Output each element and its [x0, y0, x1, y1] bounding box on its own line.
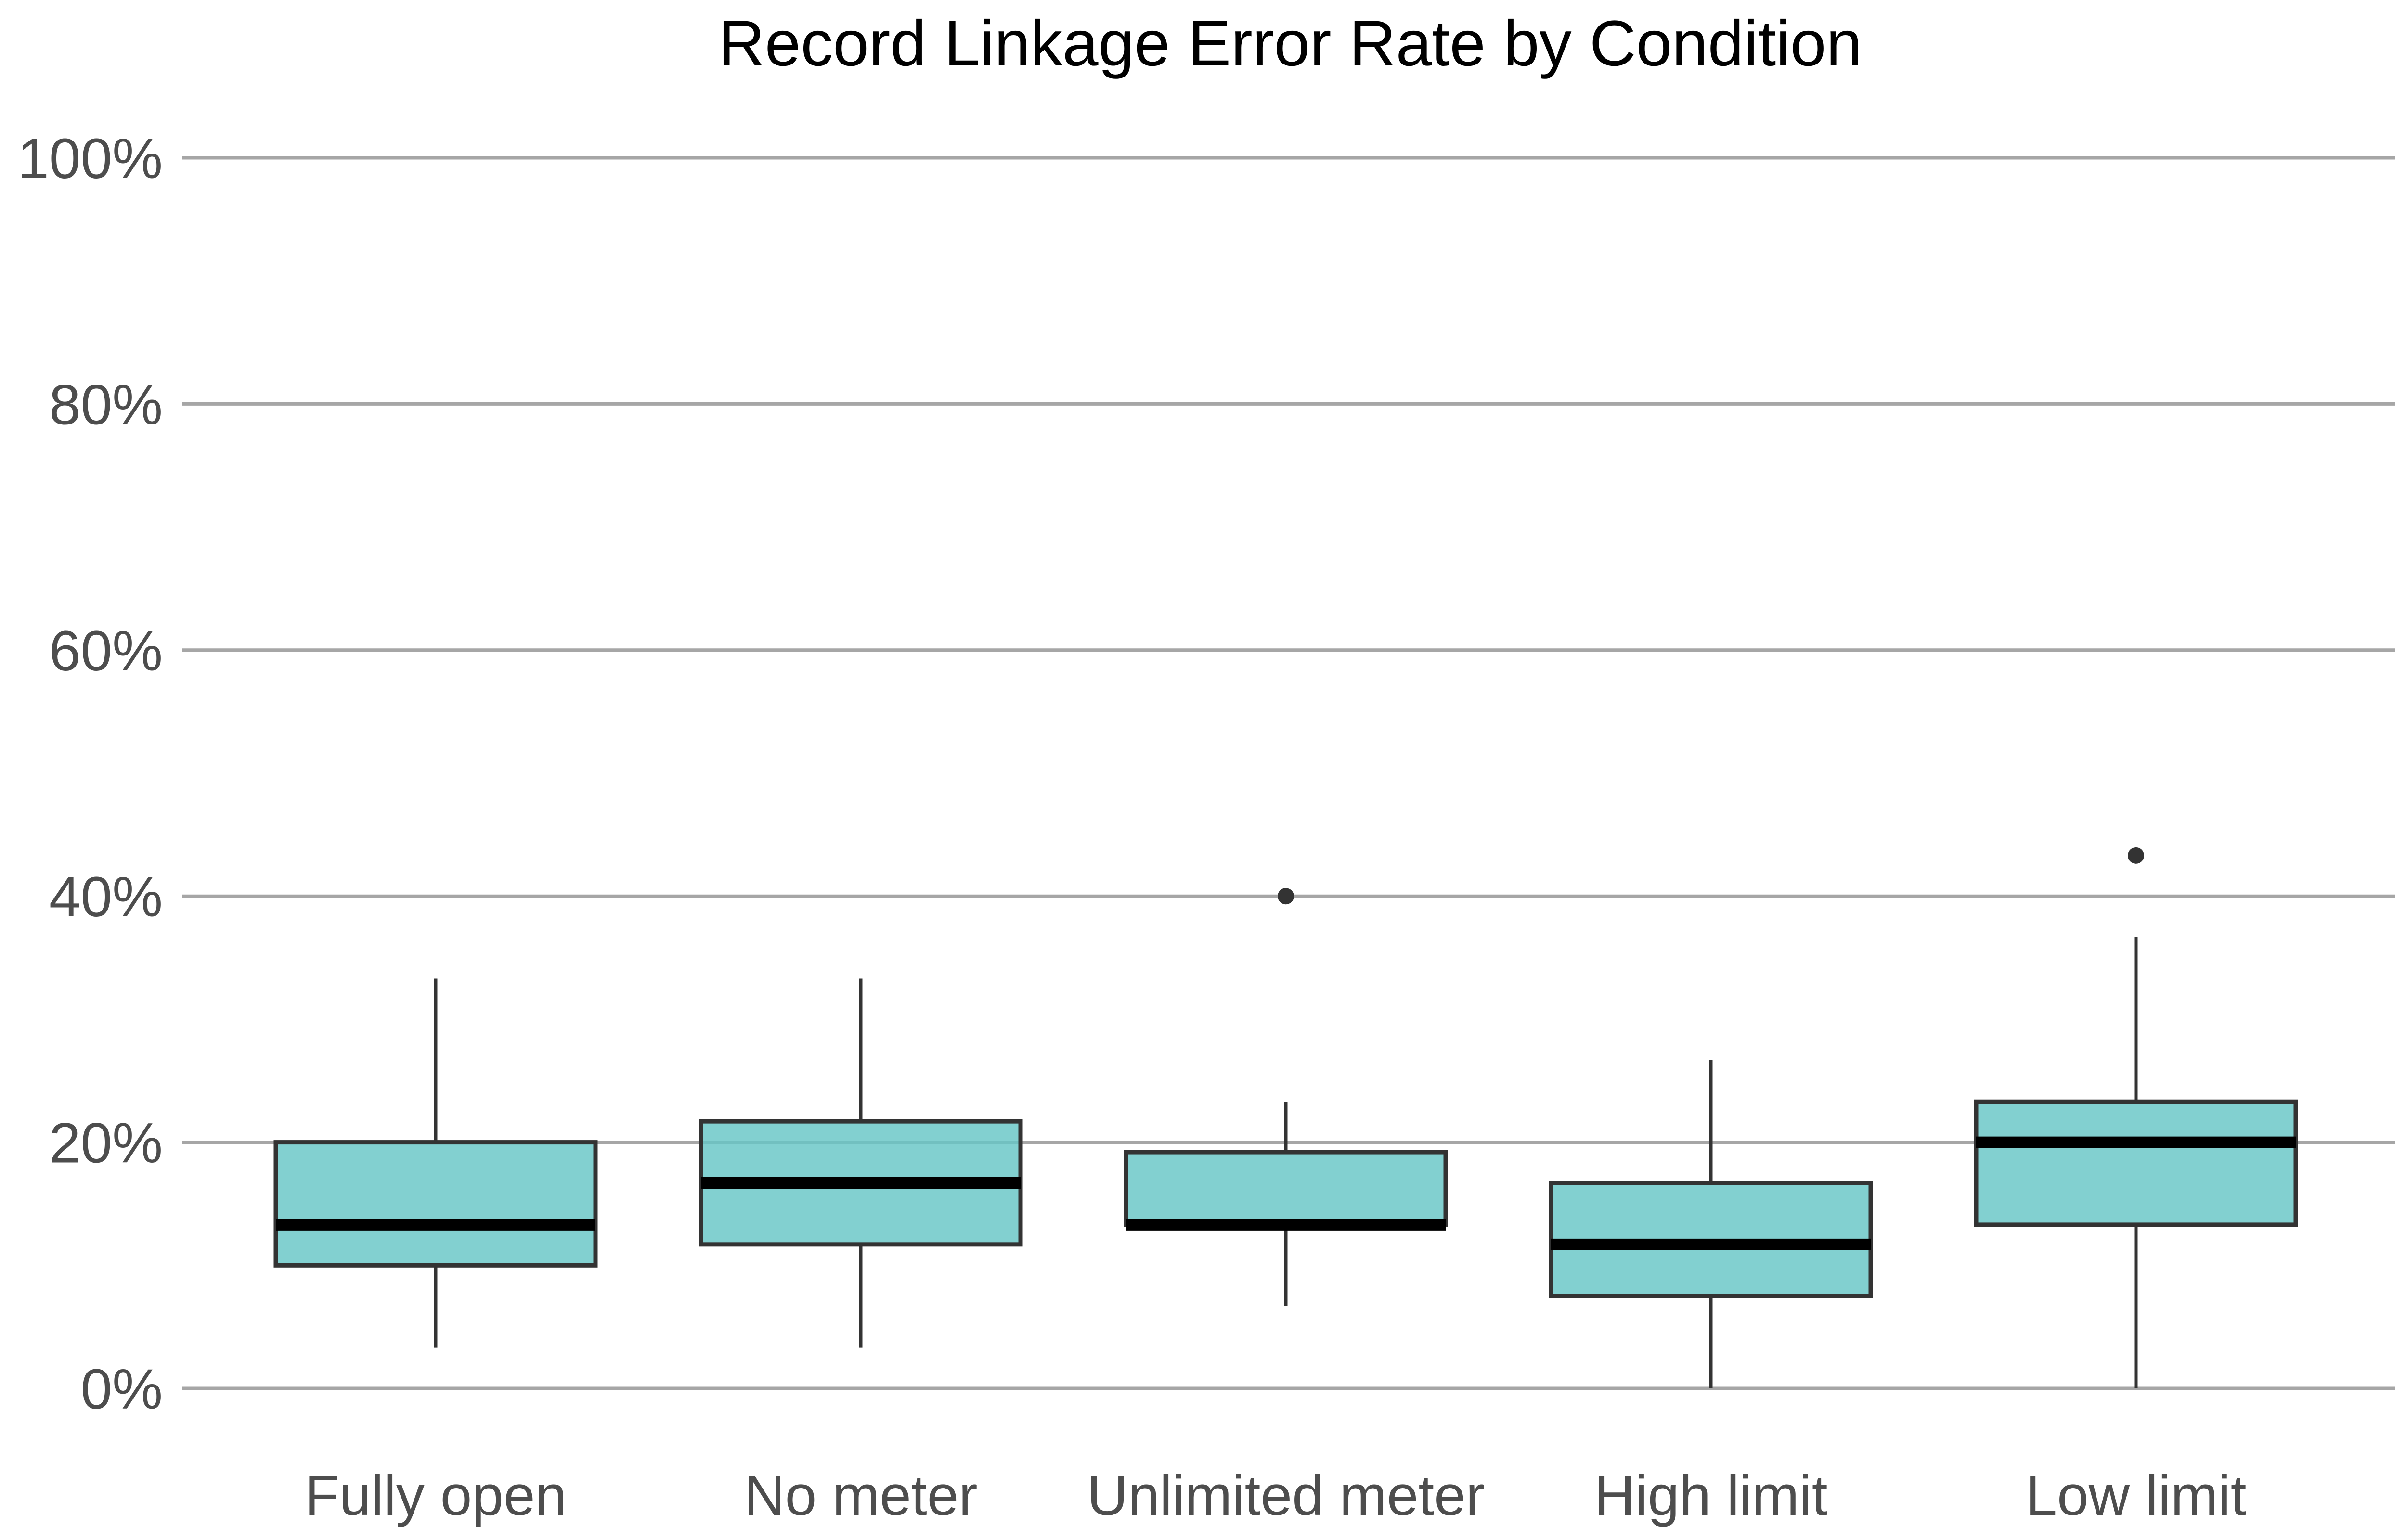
- x-tick-label: No meter: [744, 1464, 977, 1527]
- x-tick-label: Fully open: [305, 1464, 567, 1527]
- box-group-2: [1124, 888, 1448, 1306]
- y-tick-label: 40%: [49, 865, 163, 929]
- iqr-box: [1124, 1150, 1448, 1227]
- iqr-box: [273, 1140, 598, 1268]
- y-tick-label: 100%: [17, 127, 163, 191]
- box-group-3: [1549, 1060, 1873, 1388]
- box-group-0: [273, 978, 598, 1348]
- y-tick-label: 80%: [49, 373, 163, 436]
- y-tick-label: 0%: [80, 1358, 163, 1421]
- box-group-1: [699, 978, 1023, 1348]
- outlier-point: [1278, 888, 1294, 905]
- box-group-4: [1974, 847, 2298, 1388]
- x-tick-label: High limit: [1594, 1464, 1827, 1527]
- boxes: [273, 847, 2298, 1388]
- x-tick-label: Low limit: [2026, 1464, 2247, 1527]
- y-tick-label: 60%: [49, 619, 163, 683]
- x-axis-tick-labels: Fully open No meter Unlimited meter High li…: [305, 1464, 2247, 1527]
- x-tick-label: Unlimited meter: [1087, 1464, 1485, 1527]
- y-tick-label: 20%: [49, 1112, 163, 1175]
- y-axis-tick-labels: 0% 20% 40% 60% 80% 100%: [17, 127, 163, 1421]
- chart-title: Record Linkage Error Rate by Condition: [718, 8, 1862, 79]
- iqr-box: [1974, 1099, 2298, 1227]
- outlier-point: [2128, 847, 2144, 864]
